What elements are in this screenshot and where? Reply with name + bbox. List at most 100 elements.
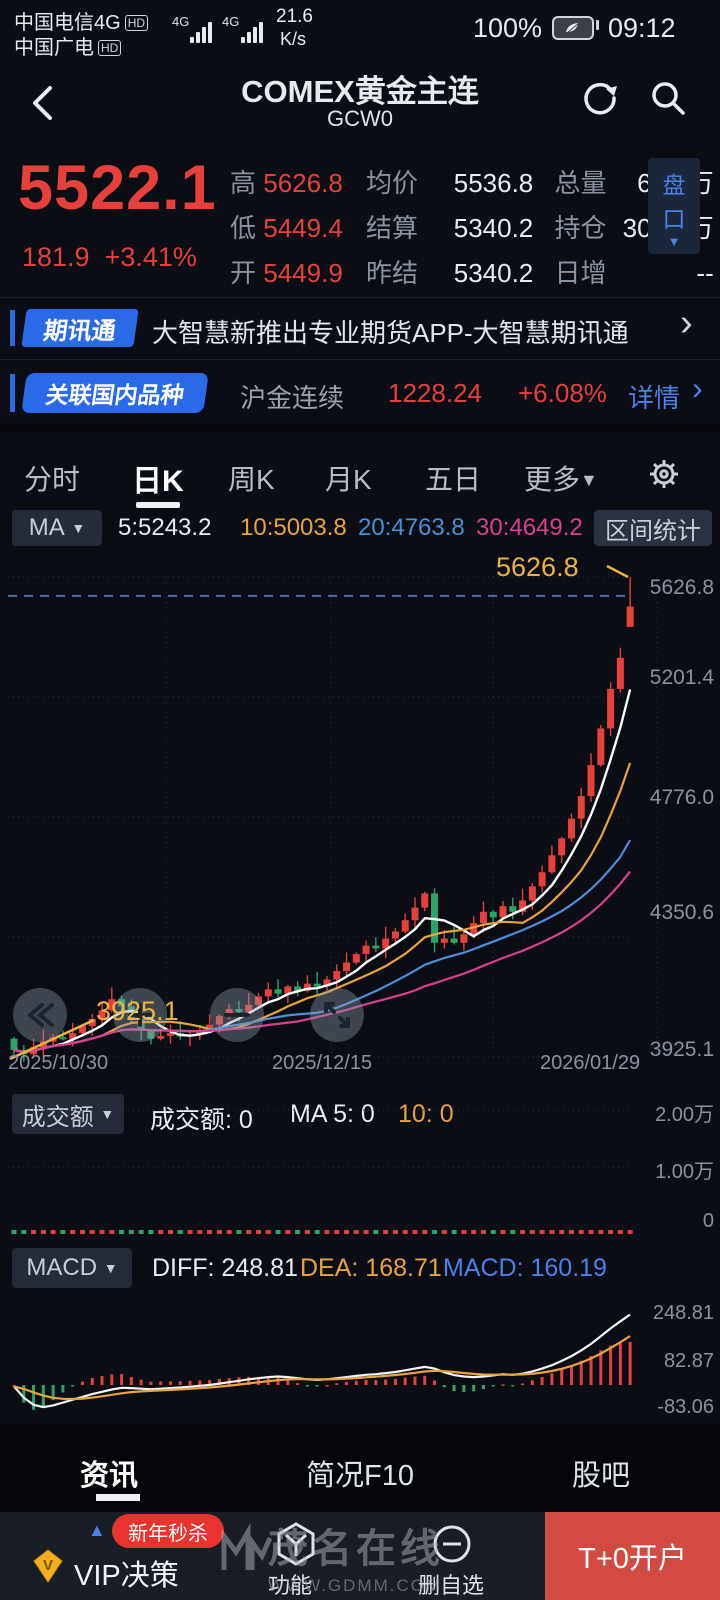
expand-button[interactable]	[310, 988, 364, 1042]
refresh-icon[interactable]	[578, 76, 622, 120]
chevron-down-icon: ▼	[580, 470, 598, 490]
candle-body	[343, 962, 351, 971]
macd-histogram-bar	[354, 1380, 358, 1385]
volume-bar	[490, 1230, 496, 1234]
related-instrument-bar[interactable]: 关联国内品种 沪金连续 1228.24 +6.08% 详情 ›	[0, 360, 720, 424]
volume-bar	[480, 1230, 486, 1234]
vip-diamond-icon: V	[30, 1548, 66, 1584]
remove-watchlist-icon[interactable]	[428, 1520, 476, 1568]
macd-histogram-bar	[208, 1380, 212, 1385]
remove-watchlist-label[interactable]: 删自选	[418, 1573, 485, 1598]
open-account-button[interactable]: T+0开户	[545, 1512, 720, 1600]
y-axis-label: 4776.0	[649, 786, 714, 809]
volume-value: 成交额: 0	[150, 1106, 253, 1134]
candle-body	[450, 938, 458, 943]
period-tab-bar: 分时 日K 周K 月K 五日 更多▼	[0, 432, 720, 510]
ma-selector[interactable]: MA ▼	[12, 510, 102, 546]
tab-daily-k[interactable]: 日K	[132, 465, 184, 498]
volume-bar	[383, 1230, 389, 1234]
search-icon[interactable]	[646, 76, 690, 120]
zoom-out-button[interactable]	[210, 988, 264, 1042]
macd-chart[interactable]	[0, 1292, 720, 1424]
volume-selector[interactable]: 成交额 ▼	[12, 1094, 124, 1134]
ma10-line	[13, 762, 632, 1054]
macd-histogram-bar	[452, 1385, 456, 1392]
candle-body	[499, 906, 507, 918]
back-button[interactable]	[20, 78, 70, 128]
tab-guba[interactable]: 股吧	[572, 1460, 631, 1492]
macd-histogram-bar	[305, 1385, 309, 1387]
y-axis-label: 5201.4	[649, 666, 714, 689]
vip-button[interactable]: VIP决策	[74, 1560, 179, 1592]
volume-bar	[549, 1230, 555, 1234]
candle-body	[538, 872, 546, 887]
candle-body	[479, 911, 487, 924]
candle-body	[470, 923, 478, 935]
macd-histogram-bar	[628, 1341, 632, 1385]
promo-badge: 新年秒杀	[112, 1514, 224, 1548]
tab-five-day[interactable]: 五日	[425, 464, 482, 495]
macd-axis-label: 248.81	[652, 1302, 714, 1324]
macd-selector[interactable]: MACD ▼	[12, 1248, 132, 1288]
volume-bar	[598, 1230, 604, 1234]
candle-body	[440, 938, 448, 943]
kline-chart[interactable]	[0, 548, 720, 1068]
candle-body	[157, 1035, 165, 1039]
candle-body	[460, 934, 468, 943]
candle-body	[196, 1031, 204, 1035]
functions-label[interactable]: 功能	[268, 1573, 313, 1598]
macd-dea-value: DEA: 168.71	[300, 1254, 442, 1282]
tab-weekly-k[interactable]: 周K	[228, 464, 275, 495]
macd-histogram-bar	[423, 1375, 427, 1385]
candle-body	[59, 1037, 67, 1040]
quote-row: 低 5449.4 结算 5340.2 持仓 30.46万	[230, 213, 714, 243]
functions-icon[interactable]	[272, 1520, 320, 1568]
volume-bar	[128, 1230, 134, 1234]
volume-bar	[627, 1230, 633, 1234]
macd-histogram-bar	[462, 1385, 466, 1392]
volume-chart[interactable]	[0, 1096, 720, 1242]
up-triangle-icon: ▲	[88, 1520, 106, 1540]
page-subtitle: GCW0	[327, 106, 393, 131]
volume-bar	[529, 1230, 535, 1234]
range-stats-button[interactable]: 区间统计	[594, 510, 712, 546]
candle-body	[489, 911, 497, 918]
candle-body	[597, 728, 605, 766]
price-change: 181.9 +3.41%	[22, 242, 197, 272]
tab-monthly-k[interactable]: 月K	[325, 464, 372, 495]
candle-body	[528, 886, 536, 901]
volume-bar	[40, 1230, 46, 1234]
candle-body	[255, 996, 262, 1005]
banner-badge: 关联国内品种	[21, 373, 209, 413]
y-axis-label: 3925.1	[649, 1038, 714, 1061]
detail-link[interactable]: 详情	[628, 383, 681, 413]
candle-body	[421, 893, 429, 908]
volume-axis-label: 1.00万	[655, 1161, 714, 1183]
tab-news[interactable]: 资讯	[80, 1460, 139, 1492]
volume-bar	[50, 1230, 56, 1234]
macd-histogram-bar	[413, 1376, 417, 1385]
volume-bar	[177, 1230, 183, 1234]
macd-histogram-bar	[178, 1381, 182, 1385]
candle-body	[411, 907, 419, 921]
candle-body	[577, 796, 585, 819]
pan-left-button[interactable]	[13, 988, 67, 1042]
ma10-value: 10:5003.8	[240, 514, 347, 541]
tab-fenshi[interactable]: 分时	[24, 464, 81, 495]
zoom-in-button[interactable]	[113, 988, 167, 1042]
volume-bar	[353, 1230, 359, 1234]
pankou-tab[interactable]: 盘 口 ▼	[648, 158, 700, 254]
tab-f10[interactable]: 简况F10	[306, 1460, 414, 1492]
volume-bar	[246, 1230, 252, 1234]
tab-more[interactable]: 更多▼	[524, 464, 598, 495]
volume-bar	[158, 1230, 164, 1234]
promo-banner[interactable]: 期讯通 大智慧新推出专业期货APP-大智慧期讯通 ›	[0, 298, 720, 358]
volume-bar	[402, 1230, 408, 1234]
y-axis-label: 5626.8	[649, 576, 714, 599]
volume-bar	[197, 1230, 203, 1234]
gear-icon[interactable]	[644, 454, 684, 494]
related-price: 1228.24	[388, 378, 482, 408]
macd-histogram-bar	[296, 1383, 300, 1385]
battery-percent: 100%	[473, 13, 543, 43]
active-bottom-tab-underline	[96, 1494, 140, 1501]
